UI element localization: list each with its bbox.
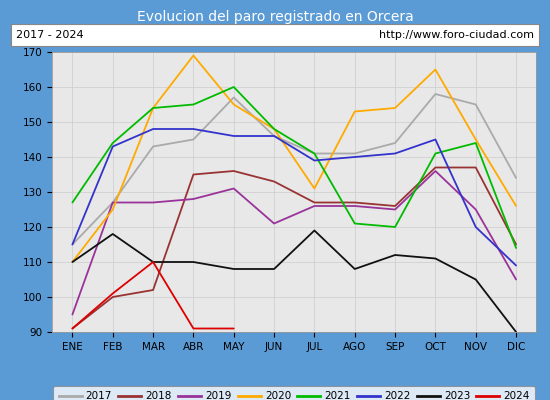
Legend: 2017, 2018, 2019, 2020, 2021, 2022, 2023, 2024: 2017, 2018, 2019, 2020, 2021, 2022, 2023… [53, 386, 535, 400]
Text: Evolucion del paro registrado en Orcera: Evolucion del paro registrado en Orcera [136, 10, 414, 24]
Text: 2017 - 2024: 2017 - 2024 [16, 30, 84, 40]
Text: http://www.foro-ciudad.com: http://www.foro-ciudad.com [379, 30, 534, 40]
